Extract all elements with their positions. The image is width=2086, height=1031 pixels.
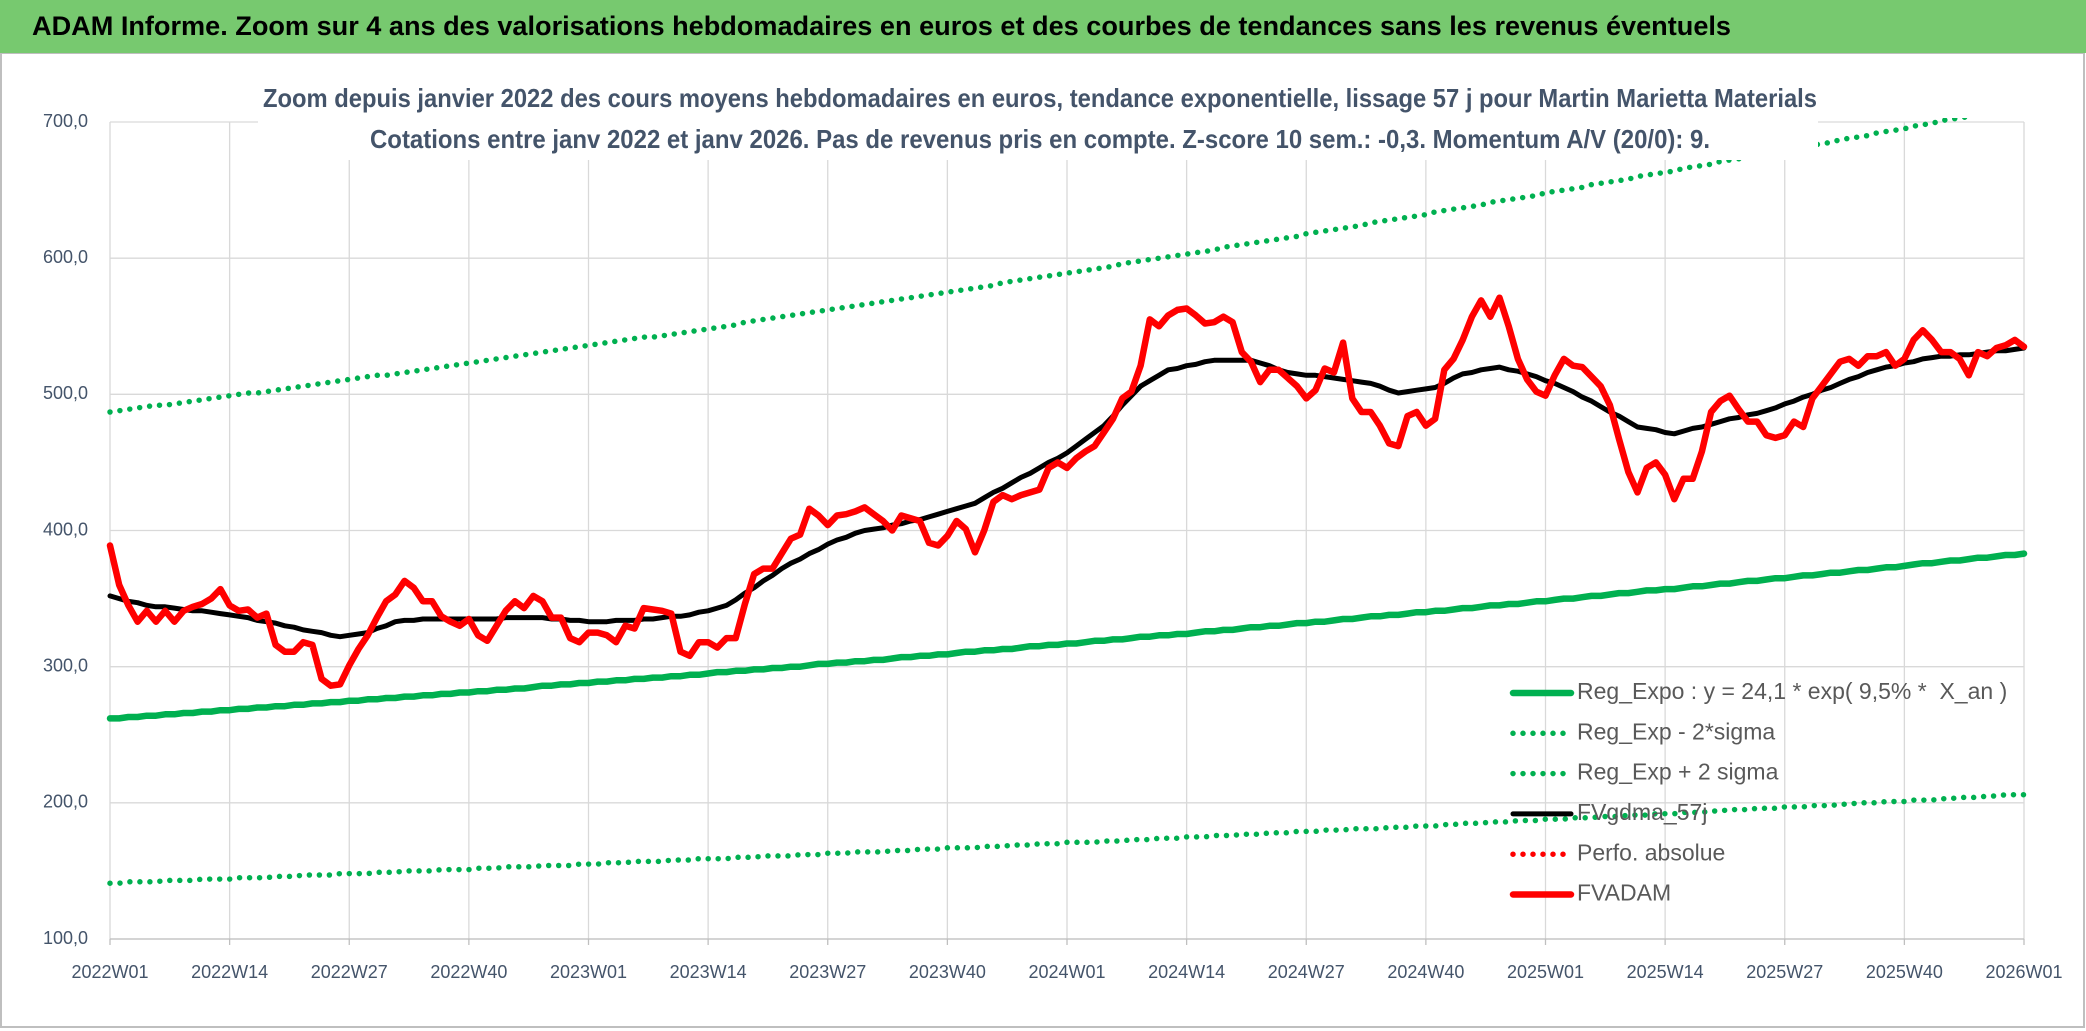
legend-label: FVADAM <box>1577 880 1671 906</box>
x-tick-label: 2025W27 <box>1746 962 1823 982</box>
x-tick-label: 2025W14 <box>1627 962 1704 982</box>
x-tick-label: 2024W01 <box>1028 962 1105 982</box>
x-tick-label: 2024W40 <box>1387 962 1464 982</box>
y-tick-label: 700,0 <box>43 111 88 131</box>
x-tick-label: 2023W40 <box>909 962 986 982</box>
chart-title: Zoom depuis janvier 2022 des cours moyen… <box>263 83 1817 113</box>
x-tick-label: 2026W01 <box>1985 962 2062 982</box>
series-line <box>107 118 1974 415</box>
series-line <box>106 550 2028 722</box>
y-tick-label: 400,0 <box>43 519 88 539</box>
x-tick-label: 2022W40 <box>430 962 507 982</box>
x-tick-label: 2022W27 <box>311 962 388 982</box>
legend-label: Reg_Exp - 2*sigma <box>1577 718 1775 744</box>
y-tick-label: 600,0 <box>43 247 88 267</box>
y-tick-label: 100,0 <box>43 928 88 948</box>
header-bar <box>0 0 2086 53</box>
series-line <box>107 791 2027 886</box>
legend-label: Reg_Exp + 2 sigma <box>1577 759 1779 785</box>
x-tick-label: 2024W14 <box>1148 962 1225 982</box>
x-tick-label: 2024W27 <box>1268 962 1345 982</box>
chart-subtitle: Cotations entre janv 2022 et janv 2026. … <box>370 124 1710 154</box>
x-tick-label: 2023W27 <box>789 962 866 982</box>
x-tick-label: 2023W01 <box>550 962 627 982</box>
x-tick-label: 2025W01 <box>1507 962 1584 982</box>
series-line <box>106 294 2028 689</box>
plot-area <box>106 118 2028 886</box>
legend-label: Reg_Expo : y = 24,1 * exp( 9,5% * X_an ) <box>1577 678 2007 704</box>
legend-label: Perfo. absolue <box>1577 839 1725 865</box>
legend: Reg_Expo : y = 24,1 * exp( 9,5% * X_an )… <box>1509 678 2007 906</box>
y-tick-label: 200,0 <box>43 792 88 812</box>
y-tick-label: 300,0 <box>43 655 88 675</box>
title-background <box>258 80 1818 160</box>
x-tick-label: 2023W14 <box>670 962 747 982</box>
x-tick-label: 2022W01 <box>71 962 148 982</box>
x-tick-label: 2025W40 <box>1866 962 1943 982</box>
header-title: ADAM Informe. Zoom sur 4 ans des valoris… <box>32 11 1731 41</box>
y-tick-label: 500,0 <box>43 383 88 403</box>
axes: 100,0 200,0 300,0 400,0 500,0 600,0 700,0 2022W… <box>43 111 2063 982</box>
x-tick-label: 2022W14 <box>191 962 268 982</box>
legend-label: FVgdma_57j <box>1577 799 1707 825</box>
